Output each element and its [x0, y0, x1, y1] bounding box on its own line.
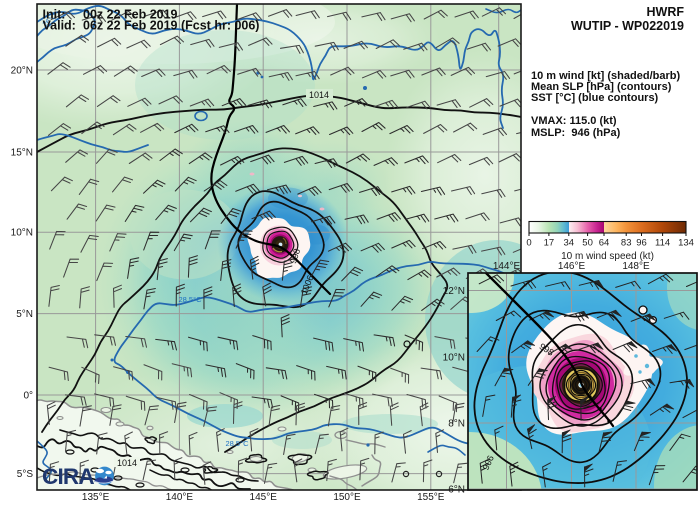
svg-text:1014: 1014 — [309, 90, 329, 100]
svg-text:140°E: 140°E — [166, 492, 194, 503]
svg-text:SST [°C] (blue contours): SST [°C] (blue contours) — [531, 92, 659, 104]
svg-text:144°E: 144°E — [493, 261, 521, 272]
svg-text:12°N: 12°N — [443, 286, 465, 297]
svg-text:145°E: 145°E — [250, 492, 278, 503]
svg-text:06z 22 Feb 2019 (Fcst hr: 006): 06z 22 Feb 2019 (Fcst hr: 006) — [83, 19, 259, 33]
svg-text:10°N: 10°N — [11, 228, 33, 239]
svg-text:28.5°C: 28.5°C — [225, 439, 249, 448]
svg-text:WUTIP - WP022019: WUTIP - WP022019 — [571, 19, 684, 33]
svg-text:150°E: 150°E — [333, 492, 361, 503]
svg-text:MSLP: 946 (hPa): MSLP: 946 (hPa) — [531, 127, 621, 139]
svg-text:6°N: 6°N — [448, 485, 465, 496]
svg-text:10 m wind speed (kt): 10 m wind speed (kt) — [561, 251, 654, 262]
svg-text:5°S: 5°S — [17, 469, 34, 480]
svg-text:HWRF: HWRF — [647, 5, 685, 19]
svg-text:8°N: 8°N — [448, 419, 465, 430]
svg-text:114: 114 — [655, 238, 670, 249]
svg-text:83: 83 — [621, 238, 632, 249]
svg-text:10°N: 10°N — [443, 353, 465, 364]
svg-text:998: 998 — [288, 247, 302, 264]
svg-text:CIRA: CIRA — [42, 464, 94, 489]
svg-text:148°E: 148°E — [622, 261, 650, 272]
svg-text:34: 34 — [564, 238, 575, 249]
svg-text:10 m wind [kt] (shaded/barb): 10 m wind [kt] (shaded/barb) — [531, 70, 680, 82]
svg-text:0°: 0° — [23, 391, 33, 402]
svg-text:134: 134 — [678, 238, 694, 249]
svg-text:96: 96 — [636, 238, 647, 249]
svg-text:146°E: 146°E — [558, 261, 586, 272]
svg-text:20°N: 20°N — [11, 66, 33, 77]
svg-text:Init:: Init: — [43, 7, 66, 21]
svg-text:50: 50 — [582, 238, 593, 249]
svg-text:5°N: 5°N — [16, 309, 33, 320]
svg-text:Valid:: Valid: — [43, 19, 76, 33]
svg-text:Mean SLP [hPa] (contours): Mean SLP [hPa] (contours) — [531, 81, 672, 93]
svg-text:0: 0 — [526, 238, 531, 249]
svg-text:28.5°C: 28.5°C — [178, 295, 202, 304]
svg-text:1014: 1014 — [117, 458, 137, 468]
svg-text:64: 64 — [599, 238, 610, 249]
svg-text:00z 22 Feb 2019: 00z 22 Feb 2019 — [83, 7, 178, 21]
svg-text:VMAX: 115.0 (kt): VMAX: 115.0 (kt) — [531, 115, 617, 127]
svg-text:15°N: 15°N — [11, 148, 33, 159]
svg-text:135°E: 135°E — [82, 492, 110, 503]
svg-text:155°E: 155°E — [417, 492, 445, 503]
svg-text:17: 17 — [544, 238, 555, 249]
